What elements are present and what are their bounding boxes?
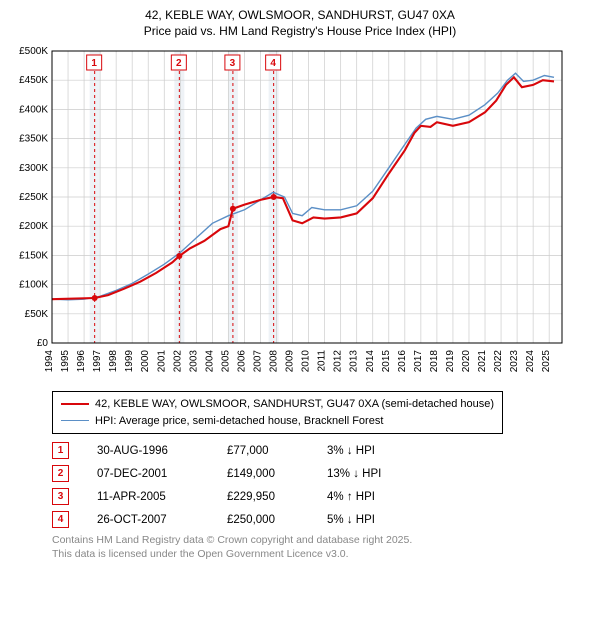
svg-text:£500K: £500K xyxy=(19,46,48,57)
svg-text:2001: 2001 xyxy=(156,350,167,373)
sale-marker: 4 xyxy=(52,511,69,528)
svg-text:2007: 2007 xyxy=(252,350,263,373)
svg-text:2: 2 xyxy=(176,58,182,69)
svg-text:2009: 2009 xyxy=(285,350,296,373)
svg-text:2002: 2002 xyxy=(172,350,183,373)
sale-marker: 1 xyxy=(52,442,69,459)
svg-text:2025: 2025 xyxy=(541,350,552,373)
sale-price: £149,000 xyxy=(227,468,327,480)
svg-text:2006: 2006 xyxy=(236,350,247,373)
chart-canvas: £0 £50K £100K £150K £200K £250K £300K £350K £400… xyxy=(10,45,570,385)
svg-text:1999: 1999 xyxy=(124,350,135,373)
svg-text:£350K: £350K xyxy=(19,134,48,145)
sales-row: 2 07-DEC-2001£149,00013% ↓ HPI xyxy=(52,465,590,482)
svg-text:1994: 1994 xyxy=(44,350,55,373)
sale-price: £250,000 xyxy=(227,514,327,526)
svg-text:1998: 1998 xyxy=(108,350,119,373)
svg-text:1996: 1996 xyxy=(76,350,87,373)
svg-text:£250K: £250K xyxy=(19,192,48,203)
sale-marker: 2 xyxy=(52,465,69,482)
sales-row: 3 11-APR-2005£229,9504% ↑ HPI xyxy=(52,488,590,505)
svg-text:£400K: £400K xyxy=(19,105,48,116)
svg-text:2014: 2014 xyxy=(365,350,376,373)
sale-marker: 3 xyxy=(52,488,69,505)
sale-date: 26-OCT-2007 xyxy=(97,514,227,526)
legend-label: HPI: Average price, semi-detached house,… xyxy=(95,413,383,430)
sales-table: 130-AUG-1996£77,0003% ↓ HPI207-DEC-2001£… xyxy=(52,442,590,528)
svg-text:2008: 2008 xyxy=(269,350,280,373)
svg-text:2018: 2018 xyxy=(429,350,440,373)
svg-text:2013: 2013 xyxy=(349,350,360,373)
svg-text:2019: 2019 xyxy=(445,350,456,373)
legend-label: 42, KEBLE WAY, OWLSMOOR, SANDHURST, GU47… xyxy=(95,396,494,413)
svg-text:2010: 2010 xyxy=(301,350,312,373)
svg-text:1997: 1997 xyxy=(92,350,103,373)
footer-attribution: Contains HM Land Registry data © Crown c… xyxy=(52,534,590,561)
title-line2: Price paid vs. HM Land Registry's House … xyxy=(10,24,590,40)
svg-text:1: 1 xyxy=(91,58,97,69)
svg-text:£450K: £450K xyxy=(19,75,48,86)
legend: 42, KEBLE WAY, OWLSMOOR, SANDHURST, GU47… xyxy=(52,391,503,434)
svg-text:£200K: £200K xyxy=(19,221,48,232)
sale-date: 30-AUG-1996 xyxy=(97,445,227,457)
footer-line2: This data is licensed under the Open Gov… xyxy=(52,548,590,562)
svg-text:3: 3 xyxy=(230,58,236,69)
sale-date: 07-DEC-2001 xyxy=(97,468,227,480)
svg-text:2012: 2012 xyxy=(333,350,344,373)
chart-title: 42, KEBLE WAY, OWLSMOOR, SANDHURST, GU47… xyxy=(10,8,590,39)
svg-text:1995: 1995 xyxy=(60,350,71,373)
svg-text:£0: £0 xyxy=(37,338,49,349)
price-chart: £0 £50K £100K £150K £200K £250K £300K £350K £400… xyxy=(10,45,590,385)
sale-hpi-delta: 4% ↑ HPI xyxy=(327,491,417,503)
svg-text:2015: 2015 xyxy=(381,350,392,373)
sales-row: 1 30-AUG-1996£77,0003% ↓ HPI xyxy=(52,442,590,459)
svg-text:2017: 2017 xyxy=(413,350,424,373)
svg-text:2016: 2016 xyxy=(397,350,408,373)
svg-text:£100K: £100K xyxy=(19,280,48,291)
legend-swatch xyxy=(61,420,89,421)
svg-text:2000: 2000 xyxy=(140,350,151,373)
sale-price: £229,950 xyxy=(227,491,327,503)
legend-row: HPI: Average price, semi-detached house,… xyxy=(61,413,494,430)
sale-hpi-delta: 13% ↓ HPI xyxy=(327,468,417,480)
svg-text:2020: 2020 xyxy=(461,350,472,373)
svg-text:2021: 2021 xyxy=(477,350,488,373)
title-line1: 42, KEBLE WAY, OWLSMOOR, SANDHURST, GU47… xyxy=(10,8,590,24)
legend-swatch xyxy=(61,403,89,405)
svg-text:2004: 2004 xyxy=(204,350,215,373)
sale-hpi-delta: 5% ↓ HPI xyxy=(327,514,417,526)
svg-text:£150K: £150K xyxy=(19,251,48,262)
svg-text:£300K: £300K xyxy=(19,163,48,174)
svg-text:£50K: £50K xyxy=(25,309,49,320)
svg-text:4: 4 xyxy=(270,58,276,69)
sales-row: 4 26-OCT-2007£250,0005% ↓ HPI xyxy=(52,511,590,528)
footer-line1: Contains HM Land Registry data © Crown c… xyxy=(52,534,590,548)
sale-price: £77,000 xyxy=(227,445,327,457)
svg-text:2011: 2011 xyxy=(317,350,328,372)
svg-text:2022: 2022 xyxy=(493,350,504,373)
legend-row: 42, KEBLE WAY, OWLSMOOR, SANDHURST, GU47… xyxy=(61,396,494,413)
svg-text:2023: 2023 xyxy=(509,350,520,373)
svg-text:2003: 2003 xyxy=(188,350,199,373)
sale-hpi-delta: 3% ↓ HPI xyxy=(327,445,417,457)
svg-text:2024: 2024 xyxy=(525,350,536,373)
svg-text:2005: 2005 xyxy=(220,350,231,373)
sale-date: 11-APR-2005 xyxy=(97,491,227,503)
